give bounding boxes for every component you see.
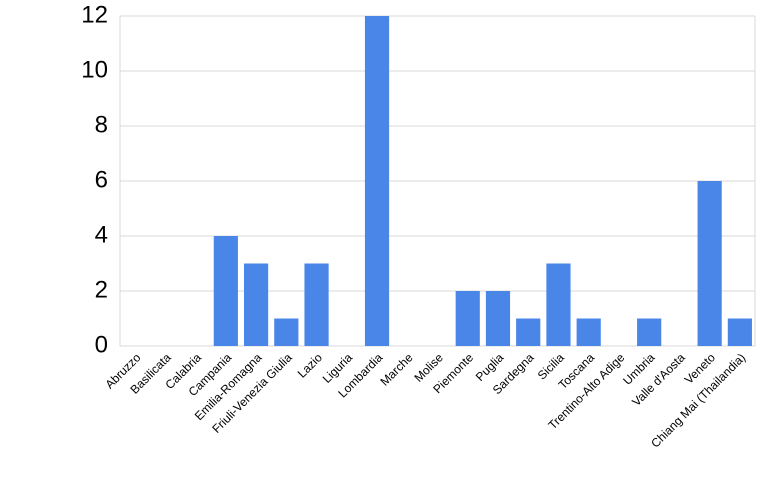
y-tick-label: 10 <box>81 56 108 83</box>
bar <box>576 318 601 346</box>
y-tick-label: 4 <box>95 221 108 248</box>
bar <box>727 318 752 346</box>
bar <box>697 181 722 346</box>
y-tick-label: 6 <box>95 166 108 193</box>
y-tick-label: 12 <box>81 1 108 28</box>
y-tick-label: 2 <box>95 276 108 303</box>
y-tick-label: 8 <box>95 111 108 138</box>
x-tick-label: Marche <box>377 350 415 388</box>
bar <box>637 318 662 346</box>
bar <box>485 291 511 346</box>
bar <box>243 263 269 346</box>
bar <box>274 318 299 346</box>
bar <box>546 263 571 346</box>
bar <box>516 318 541 346</box>
y-tick-label: 0 <box>95 331 108 358</box>
bar <box>304 263 329 346</box>
bar <box>213 236 238 346</box>
bar <box>364 16 390 346</box>
bar <box>455 291 480 346</box>
